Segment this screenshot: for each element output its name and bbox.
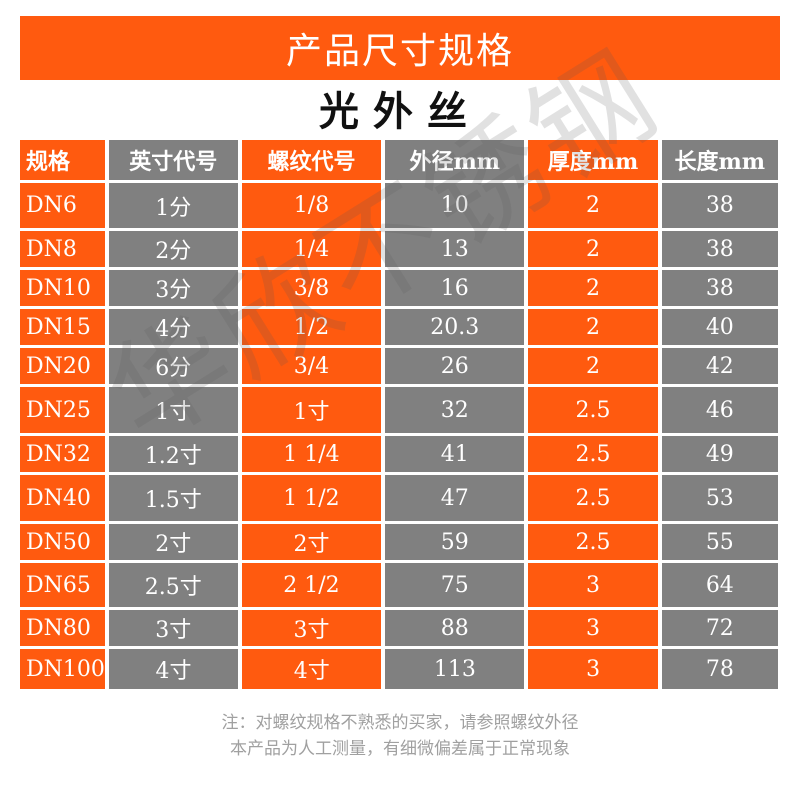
header-spec: 规格 — [20, 140, 105, 180]
header-outer-diameter: 外径mm — [385, 140, 525, 180]
cell-inch-code: 2分 — [108, 231, 238, 267]
table-row: DN32 1.2寸 1 1/4 41 2.5 49 — [20, 436, 778, 472]
cell-length: 38 — [661, 183, 778, 228]
cell-spec: DN65 — [20, 563, 105, 607]
cell-inch-code: 4分 — [108, 309, 238, 345]
cell-outer-diameter: 10 — [385, 183, 525, 228]
table-row: DN20 6分 3/4 26 2 42 — [20, 348, 778, 384]
cell-length: 40 — [661, 309, 778, 345]
cell-length: 53 — [661, 475, 778, 521]
cell-length: 46 — [661, 387, 778, 433]
table-header-row: 规格 英寸代号 螺纹代号 外径mm 厚度mm 长度mm — [20, 140, 778, 180]
cell-outer-diameter: 41 — [385, 436, 525, 472]
header-thickness: 厚度mm — [528, 140, 658, 180]
cell-thickness: 2.5 — [528, 387, 658, 433]
header-length: 长度mm — [661, 140, 778, 180]
table-row: DN65 2.5寸 2 1/2 75 3 64 — [20, 563, 778, 607]
table-row: DN15 4分 1/2 20.3 2 40 — [20, 309, 778, 345]
table-row: DN40 1.5寸 1 1/2 47 2.5 53 — [20, 475, 778, 521]
table-row: DN50 2寸 2寸 59 2.5 55 — [20, 524, 778, 560]
cell-outer-diameter: 16 — [385, 270, 525, 306]
table-body: DN6 1分 1/8 10 2 38 DN8 2分 1/4 13 2 38 DN10 3分 3/8 16 2 38… — [20, 183, 779, 689]
cell-thread-code: 3寸 — [241, 610, 382, 646]
table-row: DN6 1分 1/8 10 2 38 — [20, 183, 778, 228]
cell-thickness: 2 — [528, 348, 658, 384]
note-line-1: 注：对螺纹规格不熟悉的买家，请参照螺纹外径 — [221, 713, 579, 733]
table-row: DN8 2分 1/4 13 2 38 — [20, 231, 778, 267]
page-title: 产品尺寸规格 — [285, 31, 514, 72]
cell-length: 49 — [661, 436, 778, 472]
cell-outer-diameter: 47 — [385, 475, 525, 521]
cell-length: 78 — [661, 649, 779, 689]
cell-thread-code: 3/8 — [241, 270, 382, 306]
cell-spec: DN6 — [20, 183, 105, 228]
cell-thread-code: 2 1/2 — [241, 563, 382, 607]
cell-thickness: 2.5 — [528, 436, 658, 472]
cell-thickness: 2.5 — [528, 475, 658, 521]
cell-inch-code: 1.5寸 — [108, 475, 238, 521]
cell-thread-code: 1寸 — [241, 387, 382, 433]
cell-thickness: 2 — [528, 183, 658, 228]
product-subtitle: 光外丝 — [319, 88, 481, 135]
cell-thread-code: 1/4 — [241, 231, 382, 267]
cell-outer-diameter: 26 — [385, 348, 525, 384]
cell-thickness: 2 — [528, 309, 658, 345]
cell-thickness: 3 — [528, 610, 658, 646]
cell-outer-diameter: 113 — [385, 649, 525, 689]
cell-length: 38 — [661, 270, 778, 306]
cell-inch-code: 3寸 — [108, 610, 238, 646]
cell-inch-code: 2.5寸 — [108, 563, 238, 607]
cell-outer-diameter: 20.3 — [385, 309, 525, 345]
cell-inch-code: 1寸 — [108, 387, 238, 433]
cell-thickness: 2.5 — [528, 524, 658, 560]
cell-thread-code: 1/8 — [241, 183, 382, 228]
cell-thickness: 2 — [528, 231, 658, 267]
cell-spec: DN20 — [20, 348, 105, 384]
cell-length: 64 — [661, 563, 778, 607]
cell-length: 42 — [661, 348, 778, 384]
spec-table: 规格 英寸代号 螺纹代号 外径mm 厚度mm 长度mm DN6 1分 1/8 10 2 38 DN8 2… — [20, 140, 779, 692]
cell-outer-diameter: 13 — [385, 231, 525, 267]
cell-length: 55 — [661, 524, 778, 560]
header-inch-code: 英寸代号 — [108, 140, 238, 180]
title-banner: 产品尺寸规格 — [20, 16, 780, 80]
cell-length: 72 — [661, 610, 778, 646]
cell-thread-code: 2寸 — [241, 524, 382, 560]
cell-outer-diameter: 59 — [385, 524, 525, 560]
cell-length: 38 — [661, 231, 778, 267]
cell-inch-code: 1.2寸 — [108, 436, 238, 472]
cell-spec: DN25 — [20, 387, 105, 433]
cell-inch-code: 4寸 — [108, 649, 239, 689]
cell-inch-code: 2寸 — [108, 524, 238, 560]
cell-outer-diameter: 88 — [385, 610, 525, 646]
cell-spec: DN8 — [20, 231, 105, 267]
table-row: DN10 3分 3/8 16 2 38 — [20, 270, 778, 306]
cell-thread-code: 3/4 — [241, 348, 382, 384]
cell-spec: DN50 — [20, 524, 105, 560]
cell-thread-code: 4寸 — [242, 649, 382, 689]
cell-thickness: 2 — [528, 270, 658, 306]
cell-thread-code: 1 1/2 — [241, 475, 382, 521]
cell-spec: DN80 — [20, 610, 105, 646]
table-row: DN80 3寸 3寸 88 3 72 — [20, 610, 778, 646]
cell-spec: DN15 — [20, 309, 105, 345]
cell-thread-code: 1/2 — [241, 309, 382, 345]
cell-inch-code: 1分 — [108, 183, 238, 228]
header-thread-code: 螺纹代号 — [241, 140, 382, 180]
cell-spec: DN40 — [20, 475, 105, 521]
cell-outer-diameter: 75 — [385, 563, 525, 607]
cell-thickness: 3 — [528, 563, 658, 607]
cell-inch-code: 6分 — [108, 348, 238, 384]
note-line-2: 本产品为人工测量，有细微偏差属于正常现象 — [230, 739, 570, 759]
cell-inch-code: 3分 — [108, 270, 238, 306]
cell-outer-diameter: 32 — [385, 387, 525, 433]
table-row: DN25 1寸 1寸 32 2.5 46 — [20, 387, 778, 433]
cell-spec: DN10 — [20, 270, 105, 306]
cell-spec: DN32 — [20, 436, 105, 472]
table-row: DN100 4寸 4寸 113 3 78 — [20, 649, 779, 689]
cell-thread-code: 1 1/4 — [241, 436, 382, 472]
cell-thickness: 3 — [528, 649, 658, 689]
cell-spec: DN100 — [20, 649, 105, 689]
